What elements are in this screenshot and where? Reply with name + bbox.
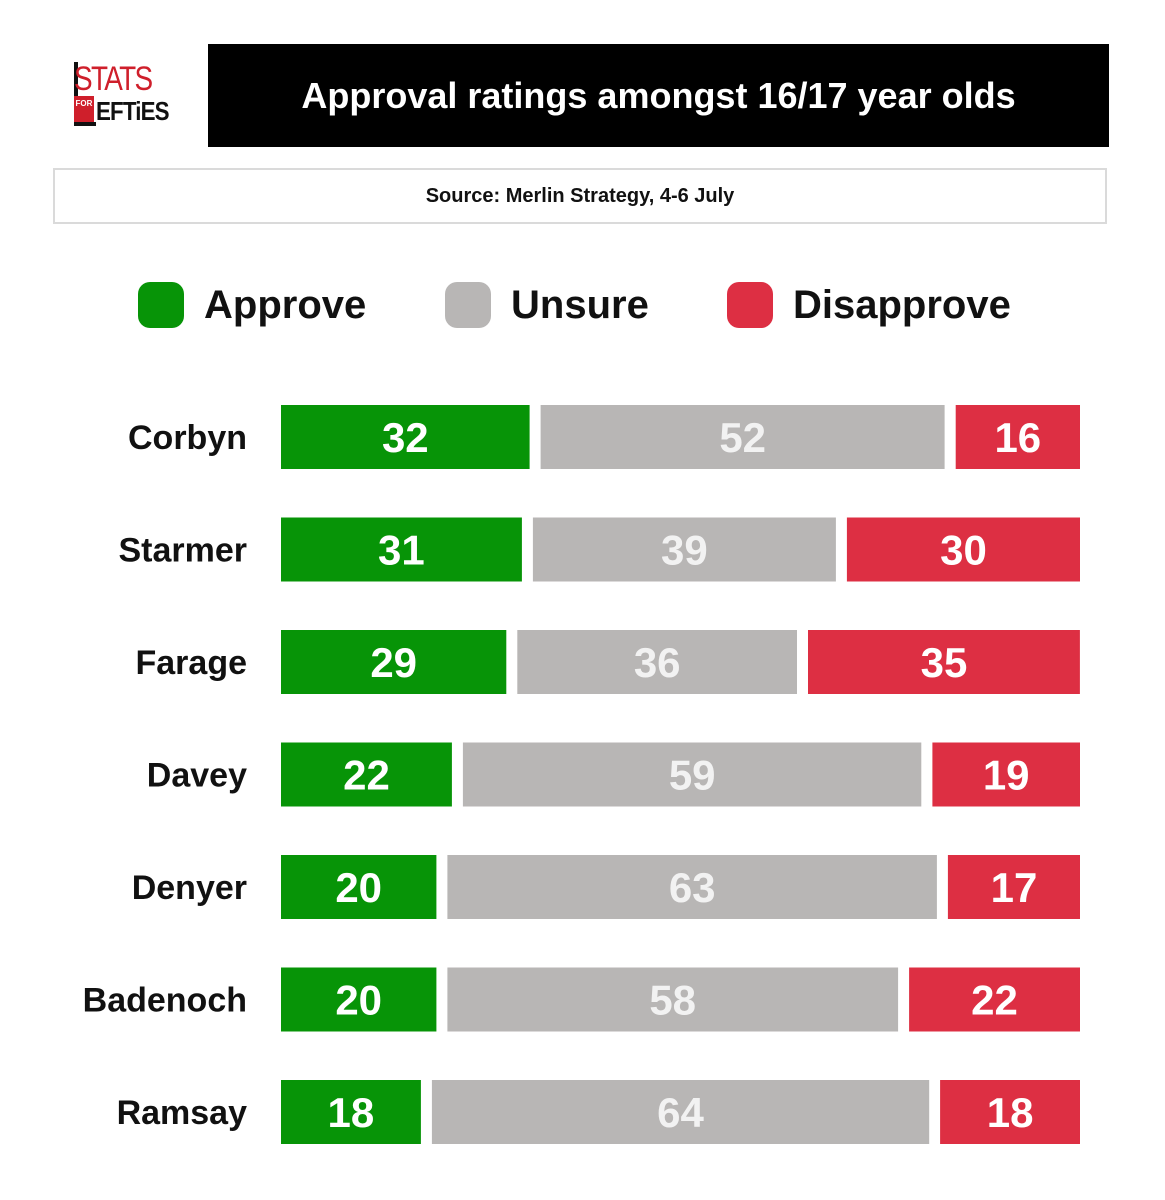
chart-title: Approval ratings amongst 16/17 year olds — [208, 44, 1109, 147]
bar-corbyn-approve — [281, 405, 530, 469]
bar-ramsay-unsure — [431, 1080, 930, 1144]
data-label-badenoch-unsure: 58 — [649, 977, 696, 1024]
category-label-davey: Davey — [147, 757, 247, 795]
legend-disapprove: Disapprove — [727, 282, 1011, 328]
legend-approve-swatch — [138, 282, 184, 328]
bar-badenoch-approve — [281, 967, 437, 1032]
bar-ramsay-approve — [281, 1080, 421, 1144]
category-label-denyer: Denyer — [132, 869, 247, 907]
legend-disapprove-label: Disapprove — [793, 282, 1011, 327]
data-label-farage-unsure: 36 — [634, 639, 681, 686]
data-label-corbyn-disapprove: 16 — [994, 414, 1041, 461]
legend-unsure-swatch — [445, 282, 491, 328]
data-label-farage-approve: 29 — [370, 639, 417, 686]
legend-approve: Approve — [138, 282, 366, 328]
bar-farage-approve — [281, 630, 507, 694]
data-label-davey-unsure: 59 — [669, 752, 716, 799]
data-label-ramsay-disapprove: 18 — [987, 1089, 1034, 1136]
data-label-farage-disapprove: 35 — [921, 639, 968, 686]
data-label-badenoch-approve: 20 — [335, 977, 382, 1024]
bar-starmer-disapprove — [846, 517, 1080, 582]
data-label-starmer-unsure: 39 — [661, 527, 708, 574]
data-label-denyer-unsure: 63 — [669, 864, 716, 911]
logo-lefties-word: EFTiES — [96, 96, 170, 126]
category-label-badenoch: Badenoch — [83, 982, 247, 1020]
stats-for-lefties-logo: STATS FOR EFTiES — [74, 62, 174, 128]
category-label-starmer: Starmer — [118, 532, 247, 570]
data-label-starmer-approve: 31 — [378, 527, 425, 574]
category-label-ramsay: Ramsay — [117, 1094, 248, 1132]
bar-corbyn-disapprove — [955, 405, 1080, 469]
data-label-ramsay-approve: 18 — [328, 1089, 375, 1136]
bar-corbyn-unsure — [540, 405, 945, 469]
category-label-farage: Farage — [136, 644, 248, 682]
bar-badenoch-unsure — [447, 967, 899, 1032]
bar-denyer-disapprove — [947, 855, 1080, 919]
data-label-corbyn-unsure: 52 — [719, 414, 766, 461]
logo-bar-horizontal — [74, 122, 96, 126]
logo-bar-vertical — [74, 62, 78, 124]
bar-farage-unsure — [517, 630, 797, 694]
data-label-ramsay-unsure: 64 — [657, 1089, 704, 1136]
data-label-badenoch-disapprove: 22 — [971, 977, 1018, 1024]
bar-davey-approve — [281, 742, 452, 807]
legend-approve-label: Approve — [204, 282, 367, 327]
bar-denyer-unsure — [447, 855, 937, 919]
data-label-davey-disapprove: 19 — [983, 752, 1030, 799]
legend-unsure-label: Unsure — [511, 282, 649, 327]
bar-denyer-approve — [281, 855, 437, 919]
data-label-davey-approve: 22 — [343, 752, 390, 799]
data-label-denyer-disapprove: 17 — [991, 864, 1038, 911]
legend-disapprove-swatch — [727, 282, 773, 328]
bar-davey-unsure — [462, 742, 922, 807]
legend-unsure: Unsure — [445, 282, 649, 328]
bar-farage-disapprove — [808, 630, 1080, 694]
category-label-corbyn: Corbyn — [128, 419, 247, 457]
data-label-corbyn-approve: 32 — [382, 414, 429, 461]
bar-davey-disapprove — [932, 742, 1080, 807]
logo-stats-word: STATS — [74, 60, 153, 98]
bar-ramsay-disapprove — [940, 1080, 1080, 1144]
bar-badenoch-disapprove — [909, 967, 1080, 1032]
chart-source: Source: Merlin Strategy, 4-6 July — [53, 168, 1107, 224]
bar-starmer-approve — [281, 517, 522, 582]
data-label-starmer-disapprove: 30 — [940, 527, 987, 574]
bar-starmer-unsure — [532, 517, 836, 582]
data-label-denyer-approve: 20 — [335, 864, 382, 911]
logo-for-box: FOR — [74, 96, 94, 122]
